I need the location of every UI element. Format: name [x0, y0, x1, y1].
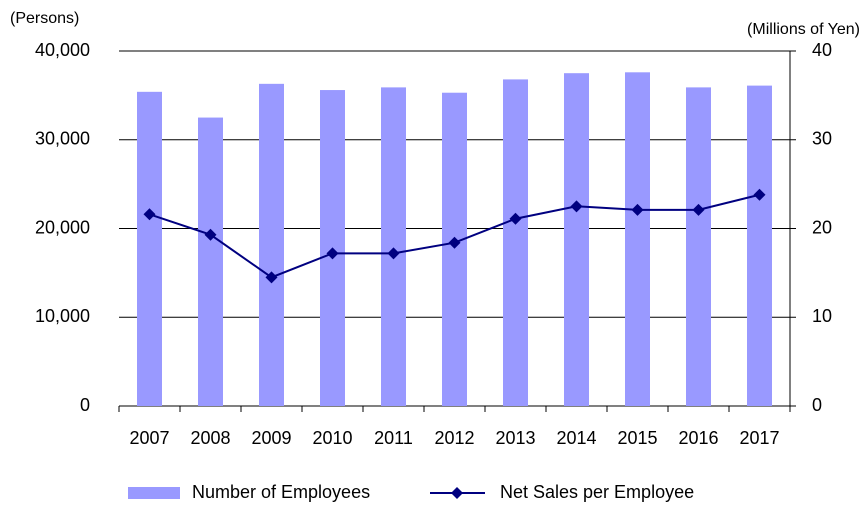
- y2-tick-label: 20: [812, 217, 832, 237]
- x-tick-label: 2010: [312, 428, 352, 448]
- marker: [448, 236, 461, 249]
- bar: [198, 117, 223, 406]
- x-tick-label: 2015: [617, 428, 657, 448]
- legend-label: Number of Employees: [192, 482, 370, 502]
- x-tick-label: 2013: [495, 428, 535, 448]
- marker: [570, 200, 583, 213]
- bar: [625, 72, 650, 407]
- marker: [143, 208, 156, 221]
- marker: [692, 203, 705, 216]
- bar: [137, 91, 162, 406]
- bar: [442, 92, 467, 407]
- bar: [259, 83, 284, 407]
- x-tick-label: 2017: [739, 428, 779, 448]
- y-axis-label: (Persons): [10, 10, 79, 27]
- x-tick-label: 2007: [129, 428, 169, 448]
- y2-tick-label: 40: [812, 40, 832, 60]
- y2-tick-label: 0: [812, 395, 822, 415]
- x-tick-label: 2014: [556, 428, 596, 448]
- marker: [631, 203, 644, 216]
- marker: [509, 212, 522, 225]
- y-tick-label: 30,000: [35, 129, 90, 149]
- bar: [747, 85, 772, 407]
- x-tick-label: 2008: [190, 428, 230, 448]
- legend-label: Net Sales per Employee: [500, 482, 694, 502]
- x-tick-label: 2011: [374, 428, 413, 448]
- y-tick-label: 10,000: [35, 306, 90, 326]
- bar: [686, 87, 711, 406]
- legend-marker: [451, 487, 463, 499]
- marker: [265, 271, 278, 284]
- y2-tick-label: 30: [812, 129, 832, 149]
- y2-tick-label: 10: [812, 306, 832, 326]
- y-tick-label: 20,000: [35, 217, 90, 237]
- y-tick-label: 0: [80, 395, 90, 415]
- bar: [503, 79, 528, 407]
- legend-swatch: [128, 487, 180, 499]
- y-tick-label: 40,000: [35, 40, 90, 60]
- x-tick-label: 2009: [251, 428, 291, 448]
- marker: [326, 247, 339, 260]
- bar: [564, 73, 589, 406]
- marker: [387, 247, 400, 260]
- marker: [753, 188, 766, 201]
- x-tick-label: 2016: [678, 428, 718, 448]
- y2-axis-label: (Millions of Yen): [747, 21, 860, 38]
- x-tick-label: 2012: [434, 428, 474, 448]
- marker: [204, 228, 217, 241]
- bar: [381, 87, 406, 406]
